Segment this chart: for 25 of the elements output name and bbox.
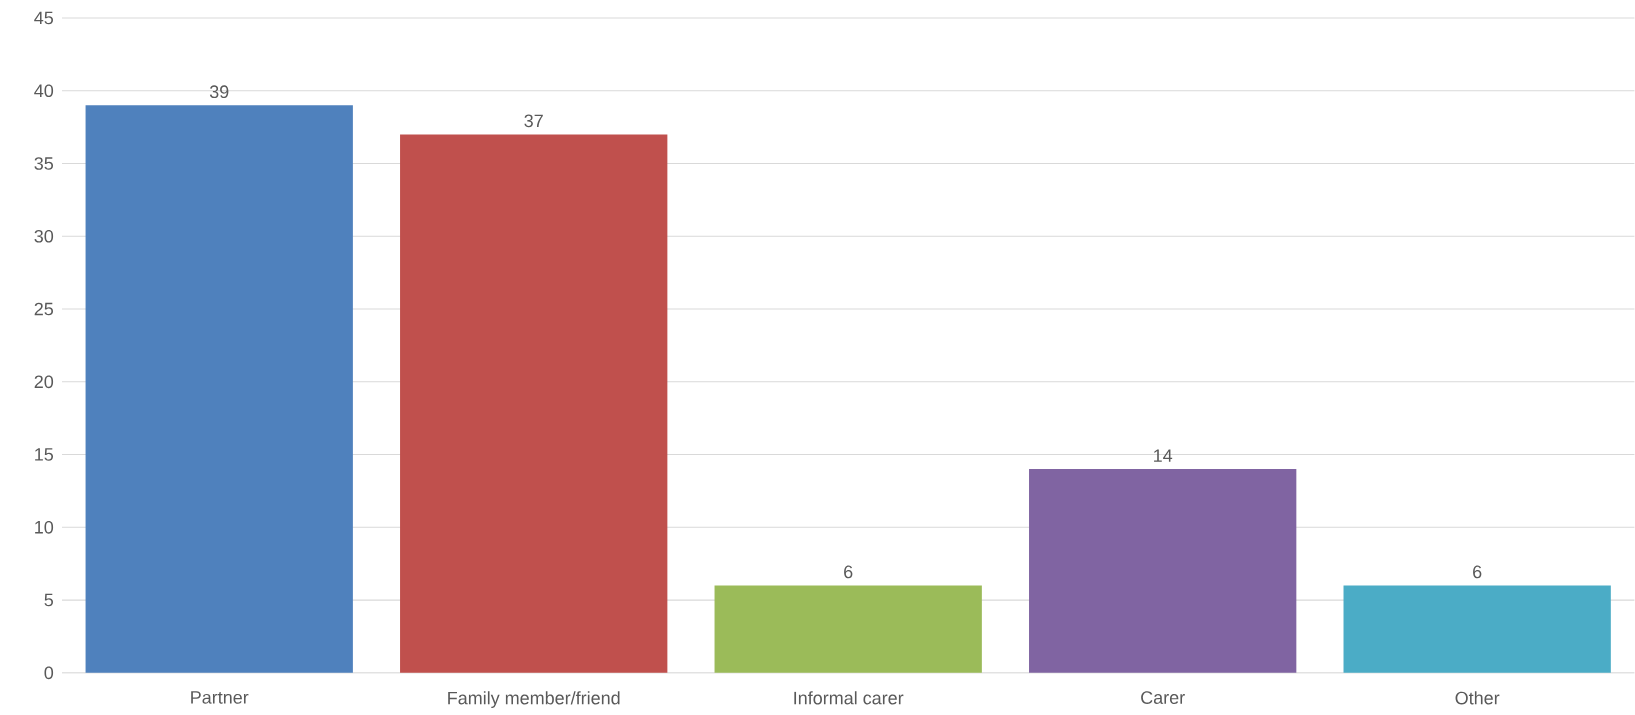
y-tick-label: 30 [34,230,54,243]
y-tick-label: 45 [34,11,54,25]
x-tick-label: Other [1455,691,1500,705]
data-label: 39 [209,85,229,99]
x-tick-label: Informal carer [794,691,904,705]
x-tick-label: Family member/friend [448,691,620,709]
y-tick-label: 40 [34,84,54,98]
data-label: 14 [1154,449,1173,462]
bar [1343,585,1611,673]
data-label: 37 [524,114,543,128]
bar [714,585,982,673]
bar [400,134,668,673]
data-label: 6 [844,565,853,579]
data-label: 6 [1473,565,1482,579]
x-tick-label: Partner [191,691,249,704]
y-tick-label: 35 [34,157,54,170]
y-tick-label: 25 [34,302,54,316]
x-tick-label: Carer [1141,691,1185,705]
y-tick-label: 20 [34,375,54,389]
bar [85,105,353,673]
y-tick-label: 5 [44,593,54,607]
y-tick-label: 15 [35,448,54,461]
y-tick-label: 0 [44,666,54,680]
bar [1029,469,1297,673]
y-tick-label: 10 [35,521,54,534]
